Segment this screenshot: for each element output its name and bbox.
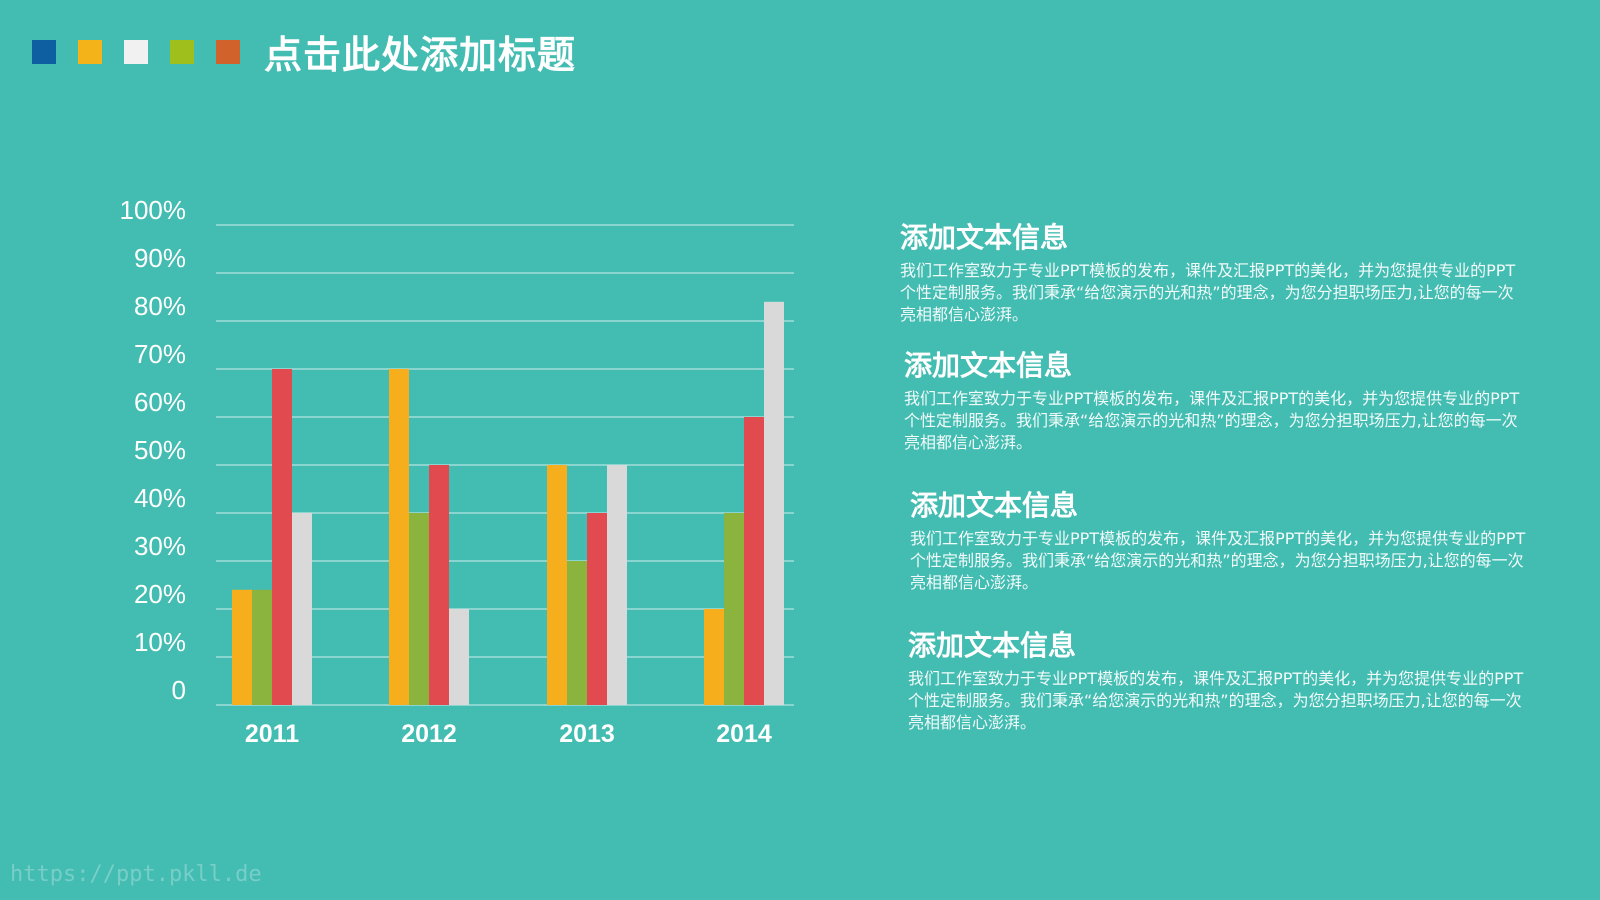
text-block-4: 添加文本信息 我们工作室致力于专业PPT模板的发布，课件及汇报PPT的美化，并为… [908,628,1528,734]
x-tick-label: 2012 [401,720,457,748]
text-block-body: 我们工作室致力于专业PPT模板的发布，课件及汇报PPT的美化，并为您提供专业的P… [910,529,1526,592]
y-tick-label: 30% [134,531,186,561]
y-tick-label: 70% [134,339,186,369]
text-block-3: 添加文本信息 我们工作室致力于专业PPT模板的发布，课件及汇报PPT的美化，并为… [910,488,1530,594]
y-tick-label: 90% [134,243,186,273]
swatch-orange [216,39,240,64]
text-block-heading: 添加文本信息 [900,221,1069,254]
bar [252,589,272,705]
text-block-body: 我们工作室致力于专业PPT模板的发布，课件及汇报PPT的美化，并为您提供专业的P… [904,389,1520,452]
bar [704,609,724,705]
text-block-2: 添加文本信息 我们工作室致力于专业PPT模板的发布，课件及汇报PPT的美化，并为… [904,348,1524,454]
bar [272,369,292,705]
y-tick-label: 80% [134,291,186,321]
y-tick-label: 50% [134,435,186,465]
y-tick-label: 0 [172,675,186,705]
swatch-blue [32,39,56,64]
bar [764,301,784,705]
y-tick-label: 40% [134,483,186,513]
swatch-white [124,39,148,64]
bar [409,513,429,705]
x-tick-label: 2011 [245,720,299,748]
x-tick-label: 2013 [559,720,615,748]
bar [724,513,744,705]
text-block-body: 我们工作室致力于专业PPT模板的发布，课件及汇报PPT的美化，并为您提供专业的P… [900,261,1516,324]
y-tick-label: 10% [134,627,186,657]
y-tick-label: 20% [134,579,186,609]
bar [547,465,567,705]
bar [292,513,312,705]
bar [389,369,409,705]
swatch-yellow [78,39,102,64]
page-title: 点击此处添加标题 [264,33,577,77]
text-block-1: 添加文本信息 我们工作室致力于专业PPT模板的发布，课件及汇报PPT的美化，并为… [900,220,1520,326]
text-block-heading: 添加文本信息 [908,629,1077,662]
text-block-heading: 添加文本信息 [904,349,1073,382]
y-tick-label: 60% [134,387,186,417]
bar [449,609,469,705]
bar [587,513,607,705]
y-tick-label: 100% [120,195,187,225]
watermark: https://ppt.pkll.de [10,862,262,887]
bar [567,561,587,705]
swatch-green [170,39,194,64]
text-block-body: 我们工作室致力于专业PPT模板的发布，课件及汇报PPT的美化，并为您提供专业的P… [908,669,1524,732]
bar [607,465,627,705]
bar [429,465,449,705]
title-row: 点击此处添加标题 [32,24,576,79]
x-tick-label: 2014 [716,720,772,748]
bar [744,417,764,705]
text-block-heading: 添加文本信息 [910,489,1079,522]
bar [232,589,252,705]
